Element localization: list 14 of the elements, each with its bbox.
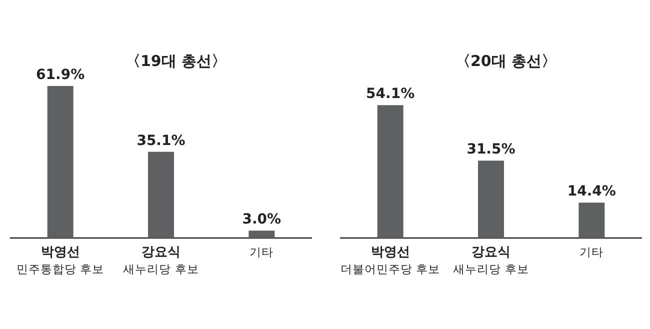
x-tick-label: 강요식 새누리당 후보 (123, 245, 199, 276)
x-tick-label: 박영선 더불어민주당 후보 (340, 245, 440, 276)
x-tick-label: 강요식 새누리당 후보 (453, 245, 529, 276)
data-label: 3.0% (242, 212, 282, 228)
x-tick-label: 기타 (580, 245, 604, 259)
data-label: 14.4% (567, 184, 616, 200)
chart-title: 〈19대 총선〉 (125, 52, 227, 70)
x-tick-label: 박영선 민주통합당 후보 (16, 245, 104, 276)
data-label: 31.5% (466, 142, 516, 158)
data-label: 61.9% (36, 67, 85, 83)
data-label: 35.1% (136, 132, 186, 149)
chart-title: 〈20대 총선〉 (455, 52, 557, 70)
x-tick-label: 기타 (250, 245, 274, 259)
data-label: 54.1% (366, 86, 415, 102)
